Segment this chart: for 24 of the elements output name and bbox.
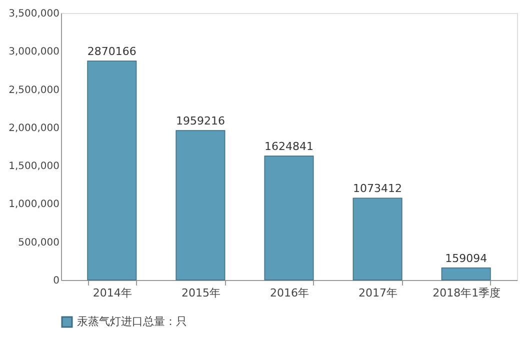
x-tick-label: 2017年 bbox=[358, 286, 398, 300]
bar bbox=[264, 156, 314, 280]
x-tick-label: 2014年 bbox=[92, 286, 132, 300]
y-tick-label: 2,000,000 bbox=[8, 122, 60, 134]
x-tick-label: 2016年 bbox=[270, 286, 309, 300]
y-tick-label: 2,500,000 bbox=[8, 84, 60, 96]
y-tick-label: 1,000,000 bbox=[8, 199, 60, 210]
y-tick-label: 1,500,000 bbox=[8, 161, 60, 172]
y-tick-label: 3,500,000 bbox=[8, 8, 60, 20]
y-tick-label: 3,000,000 bbox=[8, 46, 60, 58]
data-label: 1959216 bbox=[176, 114, 225, 128]
bar bbox=[87, 60, 137, 280]
bar bbox=[176, 130, 226, 280]
y-tick-label: 500,000 bbox=[18, 237, 60, 248]
x-tick-label: 2018年1季度 bbox=[432, 286, 501, 300]
y-tick-label: 0 bbox=[53, 276, 60, 286]
x-tick-label: 2015年 bbox=[181, 286, 220, 300]
data-label: 1073412 bbox=[353, 182, 402, 196]
data-label: 2870166 bbox=[87, 45, 136, 58]
bar bbox=[352, 198, 402, 280]
legend-label: 汞蒸气灯进口总量：只 bbox=[77, 315, 187, 328]
bar bbox=[441, 267, 491, 280]
data-label: 159094 bbox=[445, 252, 488, 265]
data-label: 1624841 bbox=[264, 140, 314, 154]
